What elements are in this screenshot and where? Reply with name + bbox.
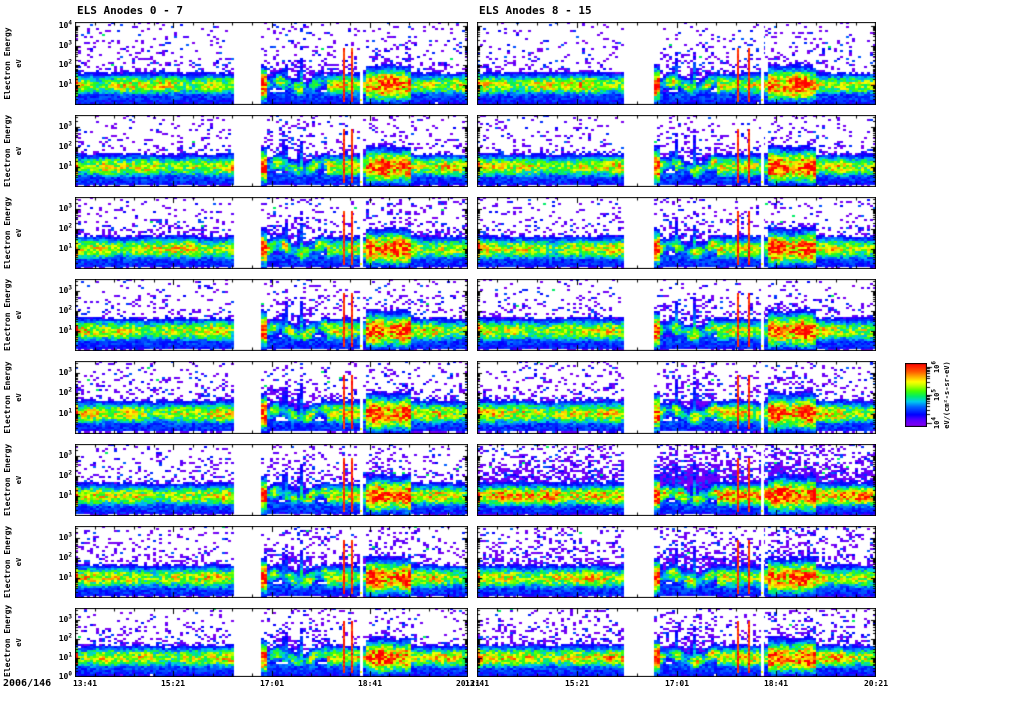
x-tick-label: 17:01 xyxy=(259,679,285,688)
spectrogram-panel-r2-c1 xyxy=(75,115,468,187)
y-axis-unit: eV xyxy=(15,59,23,68)
y-tick-label: 103 xyxy=(58,531,72,542)
y-tick-label: 103 xyxy=(58,39,72,50)
spectrogram-panel-r3-c1 xyxy=(75,197,468,269)
colorbar-ticks xyxy=(927,363,935,427)
y-axis-title: Electron Energy xyxy=(3,114,12,187)
x-tick-label: 17:01 xyxy=(664,679,690,688)
colorbar-tick-label: 105 xyxy=(930,388,941,402)
y-tick-label: 103 xyxy=(58,449,72,460)
y-tick-label: 102 xyxy=(58,632,72,643)
y-tick-label: 103 xyxy=(58,366,72,377)
colorbar-unit-label: eV/(cm²-s-sr-eV) xyxy=(943,361,951,429)
x-tick-label: 13:41 xyxy=(72,679,98,688)
y-tick-label: 101 xyxy=(58,489,72,500)
x-tick-label: 18:41 xyxy=(763,679,789,688)
spectrogram-panel-r4-c2 xyxy=(477,279,876,351)
y-tick-label: 102 xyxy=(58,222,72,233)
y-tick-label: 102 xyxy=(58,304,72,315)
y-axis-unit: eV xyxy=(15,638,23,647)
colorbar-gradient xyxy=(905,363,927,427)
spectrogram-panel-r8-c1 xyxy=(75,608,468,677)
y-tick-label: 101 xyxy=(58,324,72,335)
spectrogram-panel-r5-c2 xyxy=(477,361,876,434)
y-axis-title: Electron Energy xyxy=(3,525,12,598)
x-tick-label: 15:21 xyxy=(160,679,186,688)
y-axis-unit: eV xyxy=(15,146,23,156)
colorbar-tick-label: 106 xyxy=(930,360,941,374)
y-tick-label: 102 xyxy=(58,386,72,397)
y-tick-label: 103 xyxy=(58,284,72,295)
y-tick-label: 101 xyxy=(58,78,72,89)
spectrogram-panel-r7-c2 xyxy=(477,526,876,598)
y-axis-unit: eV xyxy=(15,310,23,320)
spectrogram-panel-r8-c2 xyxy=(477,608,876,677)
y-tick-label: 101 xyxy=(58,242,72,253)
y-tick-label: 101 xyxy=(58,571,72,582)
y-axis-title: Electron Energy xyxy=(3,196,12,269)
panel-title-left: ELS Anodes 0 - 7 xyxy=(77,4,183,17)
spectrogram-panel-r3-c2 xyxy=(477,197,876,269)
colorbar-tick-label: 104 xyxy=(930,416,941,430)
spectrogram-panel-r1-c2 xyxy=(477,22,876,105)
y-tick-label: 102 xyxy=(58,469,72,480)
panel-title-right: ELS Anodes 8 - 15 xyxy=(479,4,592,17)
date-label: 2006/146 xyxy=(3,678,52,689)
x-tick-label: 20:21 xyxy=(863,679,889,688)
y-axis-title: Electron Energy xyxy=(3,27,12,100)
y-axis-unit: eV xyxy=(15,228,23,238)
y-tick-label: 101 xyxy=(58,160,72,171)
y-tick-label: 101 xyxy=(58,651,72,662)
spectrogram-panel-r6-c1 xyxy=(75,444,468,516)
y-axis-title: Electron Energy xyxy=(3,443,12,516)
x-tick-label: 15:21 xyxy=(564,679,590,688)
y-axis-unit: eV xyxy=(15,393,23,402)
y-axis-unit: eV xyxy=(15,557,23,567)
y-tick-label: 102 xyxy=(58,140,72,151)
spectrogram-panel-r7-c1 xyxy=(75,526,468,598)
y-tick-label: 102 xyxy=(58,551,72,562)
x-tick-label: 13:41 xyxy=(464,679,490,688)
y-axis-title: Electron Energy xyxy=(3,604,12,677)
y-tick-label: 103 xyxy=(58,613,72,624)
spectrogram-panel-r2-c2 xyxy=(477,115,876,187)
y-tick-label: 104 xyxy=(58,19,72,30)
y-tick-label: 103 xyxy=(58,120,72,131)
spectrogram-panel-r4-c1 xyxy=(75,279,468,351)
spectrogram-panel-r1-c1 xyxy=(75,22,468,105)
x-tick-label: 18:41 xyxy=(357,679,383,688)
y-tick-label: 103 xyxy=(58,202,72,213)
y-axis-unit: eV xyxy=(15,475,23,485)
y-axis-title: Electron Energy xyxy=(3,361,12,434)
y-axis-title: Electron Energy xyxy=(3,278,12,351)
y-tick-label: 101 xyxy=(58,407,72,418)
spectrogram-panel-r5-c1 xyxy=(75,361,468,434)
y-tick-label: 102 xyxy=(58,58,72,69)
spectrogram-panel-r6-c2 xyxy=(477,444,876,516)
x-tick-label: 20:21 xyxy=(455,679,481,688)
y-tick-label: 100 xyxy=(58,670,72,681)
